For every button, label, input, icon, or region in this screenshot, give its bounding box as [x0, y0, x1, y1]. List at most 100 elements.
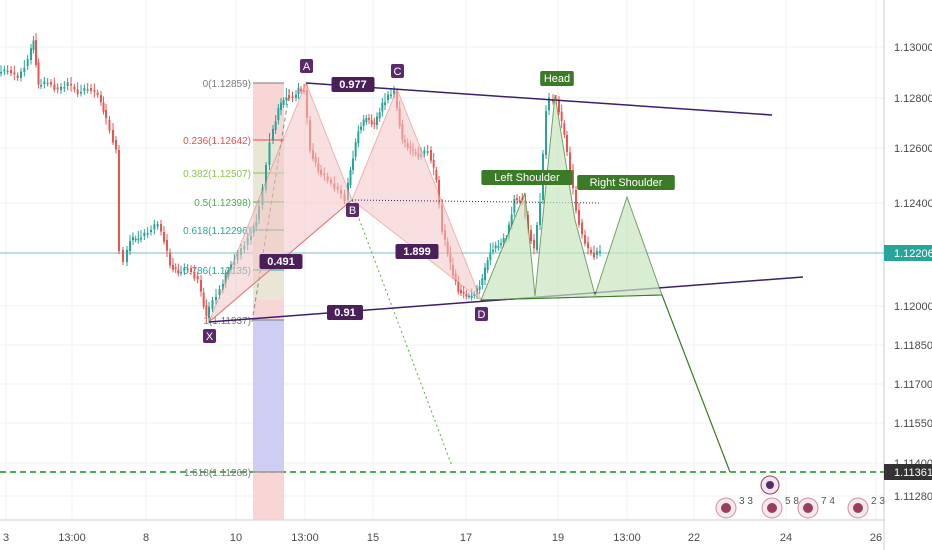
candle-body — [373, 122, 376, 125]
candle-body — [545, 111, 547, 155]
y-tick-label: 1.13000 — [894, 42, 932, 54]
candle-body — [390, 94, 392, 97]
candle-body — [378, 112, 381, 119]
x-tick-label: 19 — [552, 532, 564, 544]
candle-body — [539, 202, 541, 225]
candle-body — [86, 89, 89, 91]
candle-body — [297, 87, 300, 94]
ratio-label: 0.977 — [339, 79, 367, 91]
candle-body — [172, 265, 174, 270]
candle-body — [20, 71, 22, 78]
candle-body — [93, 90, 96, 92]
candle-body — [423, 150, 426, 154]
candle-body — [376, 116, 378, 125]
ratio-label: 0.91 — [334, 307, 355, 319]
candle-body — [32, 40, 35, 50]
x-tick-label: 15 — [367, 532, 379, 544]
candle-body — [590, 250, 592, 253]
event-flag-dot — [853, 503, 863, 513]
ratio-badge — [327, 305, 363, 320]
target-projection — [661, 294, 731, 473]
x-tick-label: 8 — [143, 532, 149, 544]
candle-body — [186, 268, 189, 271]
candle-body — [285, 97, 288, 100]
candle-body — [460, 290, 462, 294]
candle-body — [560, 111, 563, 121]
x-tick-label: 24 — [780, 532, 792, 544]
fibonacci-zone: 0(1.12859) 0.236(1.12642) 0.382(1.12507) 0.… — [183, 79, 291, 520]
candle-body — [352, 158, 354, 170]
candle-body — [108, 120, 111, 131]
event-badges[interactable]: 3 3 5 8 7 4 2 3 — [715, 475, 885, 519]
event-count: 3 3 — [739, 496, 753, 507]
candle-body — [126, 249, 128, 262]
candle-body — [16, 75, 19, 78]
candle-body — [166, 240, 168, 251]
candle-body — [3, 69, 6, 72]
candle-body — [66, 82, 69, 86]
ratio-badge — [259, 254, 303, 269]
candle-body — [584, 235, 586, 244]
candle-body — [354, 142, 357, 157]
neckline — [480, 294, 663, 301]
candle-body — [200, 280, 202, 292]
candle-body — [438, 180, 440, 205]
event-count: 5 8 — [785, 496, 799, 507]
candle-body — [163, 232, 165, 242]
candle-body — [599, 251, 601, 253]
candle-body — [494, 245, 497, 249]
ratio-badge — [331, 77, 375, 92]
fib-box-lower — [253, 320, 284, 472]
candle-body — [70, 84, 72, 86]
point-badge — [475, 307, 488, 321]
point-badge — [346, 203, 359, 217]
candle-body — [129, 241, 131, 251]
candle-body — [365, 118, 368, 122]
candle-body — [73, 86, 76, 90]
x-tick-label: 3 — [3, 532, 9, 544]
current-price-label: 1.12206 — [894, 248, 932, 260]
candle-body — [115, 140, 117, 150]
candle-body — [76, 89, 79, 95]
candle-body — [587, 242, 589, 249]
candle-body — [530, 230, 532, 242]
candle-body — [468, 295, 470, 298]
candle-body — [272, 128, 274, 140]
candle-body — [63, 87, 66, 89]
candle-body — [208, 306, 210, 318]
candle-body — [426, 151, 429, 153]
candle-body — [50, 82, 52, 85]
candle-body — [465, 294, 468, 297]
hs-fill — [480, 94, 663, 301]
time-axis[interactable]: 3 13:00 8 10 13:00 15 17 19 13:00 22 24 26 — [3, 532, 882, 544]
candle-body — [575, 190, 577, 211]
current-price-tag — [884, 245, 932, 261]
candle-body — [536, 225, 538, 250]
candle-body — [190, 268, 192, 272]
fib-level-label: 1.618(1.11268) — [184, 468, 251, 479]
y-tick-label: 1.12000 — [894, 301, 932, 313]
candle-body — [180, 271, 182, 274]
price-axis[interactable]: 1.130001.128001.126001.124001.122001.120… — [884, 42, 932, 503]
candle-body — [300, 89, 302, 91]
candle-body — [196, 276, 199, 280]
candle-body — [489, 252, 492, 260]
y-tick-label: 1.12800 — [894, 93, 932, 105]
candle-body — [510, 214, 513, 226]
y-tick-label: 1.12600 — [894, 143, 932, 155]
candle-body — [35, 40, 37, 65]
candle-body — [381, 102, 384, 112]
candle-body — [215, 296, 217, 300]
hs-badge — [481, 170, 573, 185]
candle-body — [478, 286, 481, 290]
candle-body — [43, 81, 46, 84]
ratio-label: 0.491 — [267, 256, 295, 268]
candle-body — [183, 267, 186, 271]
hs-label: Left Shoulder — [494, 172, 560, 184]
candle-body — [268, 142, 271, 165]
upper-trend-line — [305, 82, 773, 116]
candle-body — [457, 281, 460, 292]
candle-body — [80, 92, 82, 94]
candle-body — [349, 170, 352, 185]
